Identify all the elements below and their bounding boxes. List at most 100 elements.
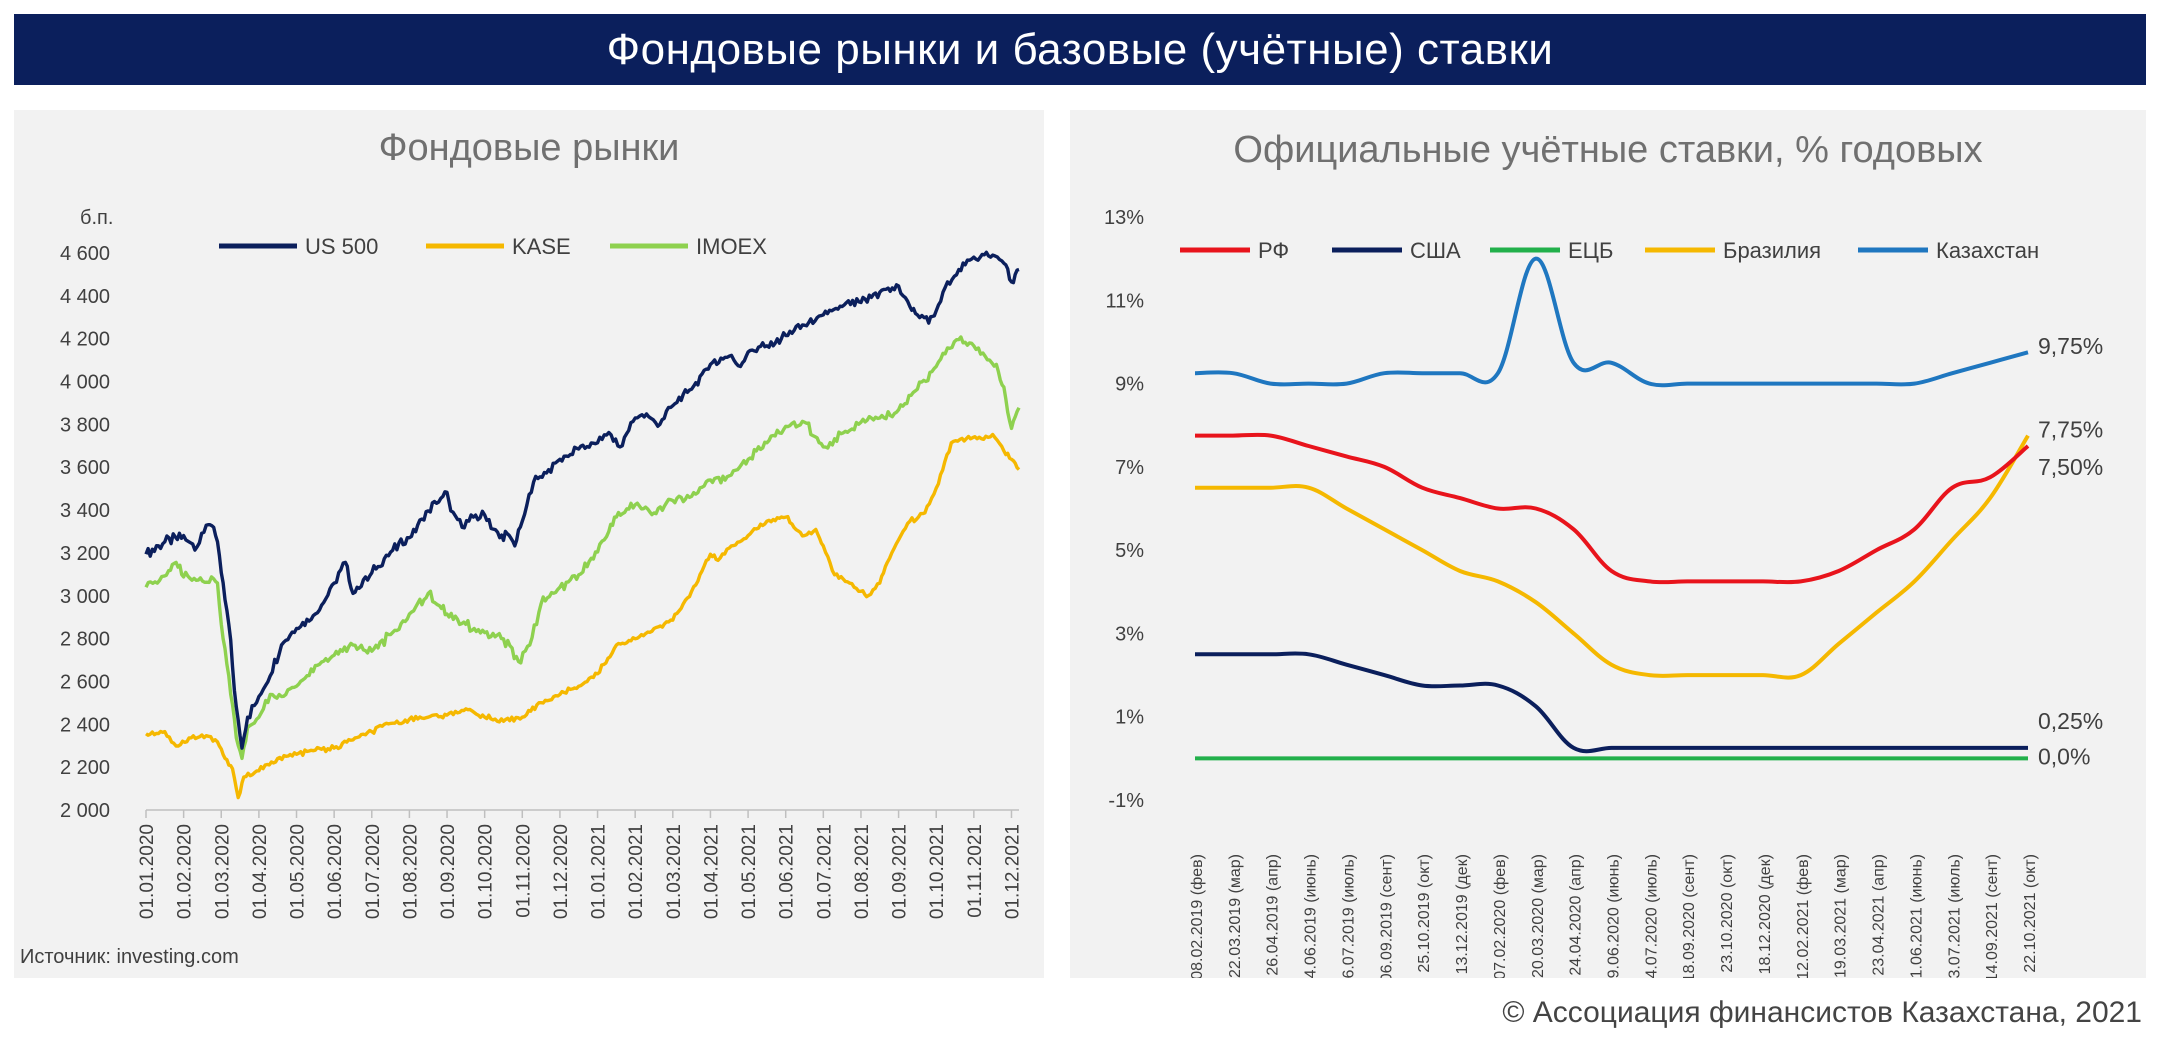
stock-markets-chart: Фондовые рынки б.п. 2 000 2 200 2 400 2 600 2 … [20,127,1023,968]
x-tick-label: 22.10.2021 (окт) [2022,854,2039,973]
x-tick-label: 12.02.2021 (фев) [1795,854,1812,978]
series-line-usa [1195,651,2028,754]
y-tick-label: 3 000 [60,586,110,608]
series-line-rf [1194,432,2030,585]
legend-label-ecb: ЕЦБ [1568,238,1613,263]
series-line-imoex [144,335,1021,761]
x-tick-label: 08.02.2019 (фев) [1189,854,1206,978]
y-tick-label: 3 600 [60,457,110,479]
y-tick-label: 9% [1115,374,1144,396]
x-tick-label: 01.06.2020 [325,824,346,919]
series-line-brazil [1195,434,2030,680]
y-tick-label: 3 400 [60,500,110,522]
legend-label-imoex: IMOEX [696,234,767,259]
x-tick-label: 23.10.2020 (окт) [1719,854,1736,973]
page-title: Фондовые рынки и базовые (учётные) ставк… [606,24,1554,74]
x-tick-label: 24.04.2020 (апр) [1568,854,1585,976]
x-tick-label: 01.01.2020 [137,824,158,919]
source-note: Источник: investing.com [20,946,239,968]
x-tick-label: 26.07.2019 (июль) [1340,854,1357,978]
x-tick-label: 07.02.2020 (фев) [1492,854,1509,978]
x-tick-label: 22.03.2019 (мар) [1227,854,1244,978]
y-tick-label: 4 000 [60,372,110,394]
legend-label-us500: US 500 [305,234,378,259]
x-tick-label: 18.12.2020 (дек) [1757,854,1774,974]
x-tick-label: 24.07.2020 (июль) [1643,854,1660,978]
stock-markets-panel: Фондовые рынки б.п. 2 000 2 200 2 400 2 600 2 … [14,110,1044,978]
x-tick-label: 19.06.2020 (июнь) [1606,854,1623,978]
x-tick-label: 01.10.2020 [476,824,497,919]
legend-label-usa: США [1410,238,1461,263]
y-tick-label: 4 600 [60,243,110,265]
x-tick-label: 11.06.2021 (июнь) [1908,854,1925,978]
x-tick-label: 23.04.2021 (апр) [1871,854,1888,976]
x-tick-label: 01.07.2020 [363,824,384,919]
x-tick-label: 01.12.2021 [1002,824,1023,919]
x-tick-label: 01.08.2020 [400,824,421,919]
y-tick-label: 2 400 [60,714,110,736]
y-tick-label: 2 600 [60,671,110,693]
y-tick-label: 4 200 [60,329,110,351]
y-tick-label: 3% [1115,623,1144,645]
series-line-kazakhstan [1194,256,2029,388]
x-tick-label: 25.10.2019 (окт) [1416,854,1433,973]
series-line-us500 [144,250,1020,750]
y-tick-label: 2 200 [60,757,110,779]
y-tick-label: 3 200 [60,543,110,565]
end-value-label-ecb: 0,0% [2038,743,2090,769]
x-tick-label: 01.06.2021 [777,824,798,919]
y-tick-label: 7% [1115,457,1144,479]
policy-rates-panel: Официальные учётные ставки, % годовых -1%… [1070,110,2146,978]
x-tick-label: 01.04.2020 [250,824,271,919]
y-tick-label: 11% [1105,290,1144,312]
x-tick-label: 01.09.2020 [438,824,459,919]
x-tick-label: 01.09.2021 [890,824,911,919]
legend-label-brazil: Бразилия [1723,238,1821,263]
end-value-label-brazil: 7,75% [2038,416,2103,442]
policy-rates-chart: Официальные учётные ставки, % годовых -1%… [1104,129,2103,978]
x-tick-label: 01.11.2020 [513,824,534,918]
x-tick-label: 01.05.2021 [739,824,760,919]
chart-title: Фондовые рынки [379,127,680,169]
y-axis-unit-label: б.п. [80,207,113,229]
y-tick-label: 1% [1115,707,1144,729]
x-tick-label: 01.10.2021 [927,824,948,919]
page-banner: Фондовые рынки и базовые (учётные) ставк… [14,14,2146,85]
x-tick-label: 06.09.2019 (сент) [1378,854,1395,978]
x-tick-label: 14.06.2019 (июнь) [1303,854,1320,978]
x-tick-label: 01.07.2021 [814,824,835,919]
y-tick-label: 13% [1104,207,1144,229]
chart-title: Официальные учётные ставки, % годовых [1233,129,1982,171]
x-tick-label: 01.03.2021 [664,824,685,919]
x-tick-label: 23.07.2021 (июль) [1946,854,1963,978]
legend-label-kazakhstan: Казахстан [1936,238,2039,263]
end-value-label-rf: 7,50% [2038,454,2103,480]
x-tick-label: 14.09.2021 (сент) [1984,854,2001,978]
x-tick-label: 19.03.2021 (мар) [1833,854,1850,978]
y-tick-label: 3 800 [60,414,110,436]
y-tick-label: -1% [1108,790,1144,812]
y-tick-label: 2 000 [60,800,110,822]
y-tick-label: 2 800 [60,629,110,651]
x-tick-label: 01.08.2021 [852,824,873,919]
x-tick-label: 01.01.2021 [589,824,610,919]
x-tick-label: 13.12.2019 (дек) [1454,854,1471,974]
x-tick-label: 01.02.2020 [175,824,196,919]
end-value-label-usa: 0,25% [2038,708,2103,734]
x-tick-label: 26.04.2019 (апр) [1265,854,1282,976]
x-tick-label: 20.03.2020 (мар) [1530,854,1547,978]
series-line-kase [145,432,1021,800]
x-tick-label: 01.04.2021 [701,824,722,919]
legend-label-kase: KASE [512,234,571,259]
x-tick-label: 01.11.2021 [965,824,986,918]
y-tick-label: 5% [1115,540,1144,562]
y-tick-label: 4 400 [60,286,110,308]
x-tick-label: 01.05.2020 [288,824,309,919]
x-tick-label: 01.12.2020 [551,824,572,919]
x-tick-label: 01.02.2021 [626,824,647,919]
x-tick-label: 18.09.2020 (сент) [1681,854,1698,978]
end-value-label-kazakhstan: 9,75% [2038,333,2103,359]
x-tick-label: 01.03.2020 [212,824,233,919]
copyright-note: © Ассоциация финансистов Казахстана, 202… [1502,996,2142,1029]
legend-label-rf: РФ [1258,238,1289,263]
